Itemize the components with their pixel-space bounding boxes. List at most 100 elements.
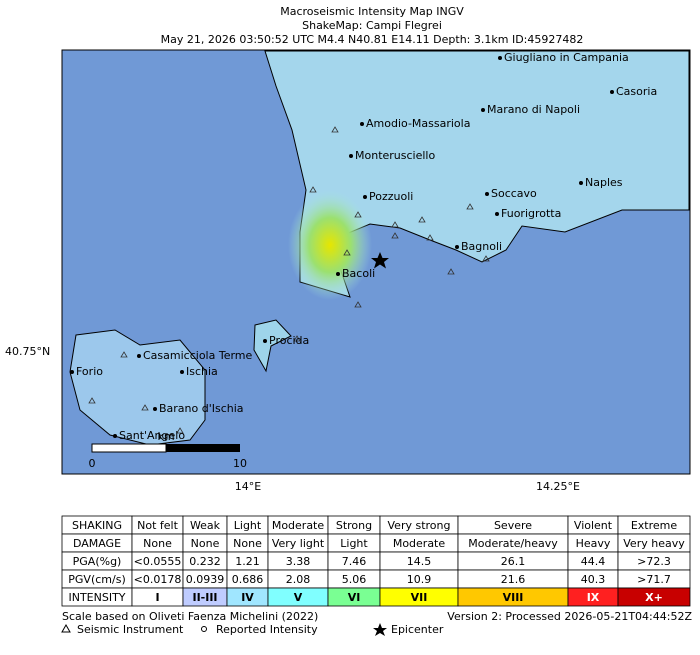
place-label: Fuorigrotta (501, 207, 561, 220)
table-text: 0.686 (232, 573, 264, 586)
table-text: None (191, 537, 220, 550)
table-text: 0.0939 (186, 573, 225, 586)
table-text: VI (348, 591, 361, 604)
place-label: Barano d'Ischia (159, 402, 244, 415)
table-text: I (155, 591, 159, 604)
place-dot (579, 181, 583, 185)
table-text: Moderate/heavy (468, 537, 558, 550)
place-label: Casoria (616, 85, 657, 98)
place-dot (137, 354, 141, 358)
instruments (88, 126, 490, 434)
place-label: Bacoli (342, 267, 375, 280)
table-text: Extreme (631, 519, 678, 532)
legend-item: Seismic Instrument (77, 623, 184, 636)
table-text: PGA(%g) (73, 555, 122, 568)
lon-label: 14.25°E (536, 480, 580, 493)
scale-start: 0 (89, 457, 96, 470)
lon-label: 14°E (235, 480, 261, 493)
place-label: Procida (269, 334, 309, 347)
table-text: Very strong (388, 519, 451, 532)
place-dot (349, 154, 353, 158)
table-text: SHAKING (72, 519, 122, 532)
place-dot (360, 122, 364, 126)
place-label: Giugliano in Campania (504, 51, 629, 64)
place-dot (610, 90, 614, 94)
place-label: Bagnoli (461, 240, 502, 253)
place-dot (113, 434, 117, 438)
table-text: DAMAGE (73, 537, 121, 550)
subtitle: ShakeMap: Campi Flegrei (302, 19, 442, 32)
table-text: IV (241, 591, 254, 604)
table-text: Very heavy (623, 537, 685, 550)
table-text: None (233, 537, 262, 550)
map: Giugliano in Campania Casoria Marano di Na… (61, 49, 691, 475)
scale-end: 10 (233, 457, 247, 470)
epicenter-icon (373, 623, 387, 636)
instrument-icon (61, 623, 71, 633)
table-text: VII (411, 591, 428, 604)
place-dot (263, 339, 267, 343)
table-text: 7.46 (342, 555, 367, 568)
table-text: 40.3 (581, 573, 606, 586)
place-label: Forio (76, 365, 103, 378)
place-label: Ischia (186, 365, 218, 378)
legend-item: Epicenter (391, 623, 444, 636)
table-text: Not felt (137, 519, 178, 532)
place-dot (498, 56, 502, 60)
place-label: Amodio-Massariola (366, 117, 470, 130)
legend-item: Reported Intensity (216, 623, 318, 636)
title: Macroseismic Intensity Map INGV (280, 5, 464, 18)
table-text: 2.08 (286, 573, 311, 586)
table-text: X+ (645, 591, 663, 604)
table-text: <0.0555 (134, 555, 182, 568)
place-label: Sant'Angelo (119, 429, 185, 442)
table-text: 21.6 (501, 573, 526, 586)
place-dot (495, 212, 499, 216)
place-dot (336, 272, 340, 276)
procida-island (253, 319, 292, 373)
place-dot (70, 370, 74, 374)
table-text: INTENSITY (68, 591, 125, 604)
place-dot (481, 108, 485, 112)
scale-bar-black (166, 444, 240, 452)
table-text: Moderate (272, 519, 325, 532)
place-dot (180, 370, 184, 374)
table-text: 5.06 (342, 573, 367, 586)
table-text: 26.1 (501, 555, 526, 568)
table-text: V (294, 591, 303, 604)
table-text: None (143, 537, 172, 550)
place-dot (455, 245, 459, 249)
table-text: Light (340, 537, 368, 550)
place-label: Casamicciola Terme (143, 349, 253, 362)
place-label: Naples (585, 176, 623, 189)
place-label: Pozzuoli (369, 190, 413, 203)
ischia-island (69, 329, 206, 446)
table-text: II-III (192, 591, 217, 604)
scale-note: Scale based on Oliveti Faenza Michelini … (62, 610, 318, 623)
event-info: May 21, 2026 03:50:52 UTC M4.4 N40.81 E1… (161, 33, 584, 46)
version: Version 2: Processed 2026-05-21T04:44:52… (447, 610, 692, 623)
table-text: IX (587, 591, 600, 604)
place-label: Monterusciello (355, 149, 435, 162)
table-text: 3.38 (286, 555, 311, 568)
table-text: >72.3 (637, 555, 671, 568)
place-label: Soccavo (491, 187, 537, 200)
table-text: >71.7 (637, 573, 671, 586)
scale-unit: km (157, 430, 174, 443)
place-dot (363, 195, 367, 199)
table-cell (617, 587, 691, 607)
reported-icon (201, 626, 207, 632)
table-text: 14.5 (407, 555, 432, 568)
table-text: 44.4 (581, 555, 606, 568)
table-text: <0.0178 (134, 573, 182, 586)
table-text: VIII (503, 591, 524, 604)
table-text: Strong (336, 519, 372, 532)
table-text: 0.232 (189, 555, 221, 568)
table-text: PGV(cm/s) (68, 573, 125, 586)
place-dot (485, 192, 489, 196)
epicenter-star (371, 252, 389, 269)
shaking-area (288, 190, 372, 300)
table-text: Violent (574, 519, 613, 532)
table-text: Heavy (576, 537, 611, 550)
table-text: Light (234, 519, 262, 532)
